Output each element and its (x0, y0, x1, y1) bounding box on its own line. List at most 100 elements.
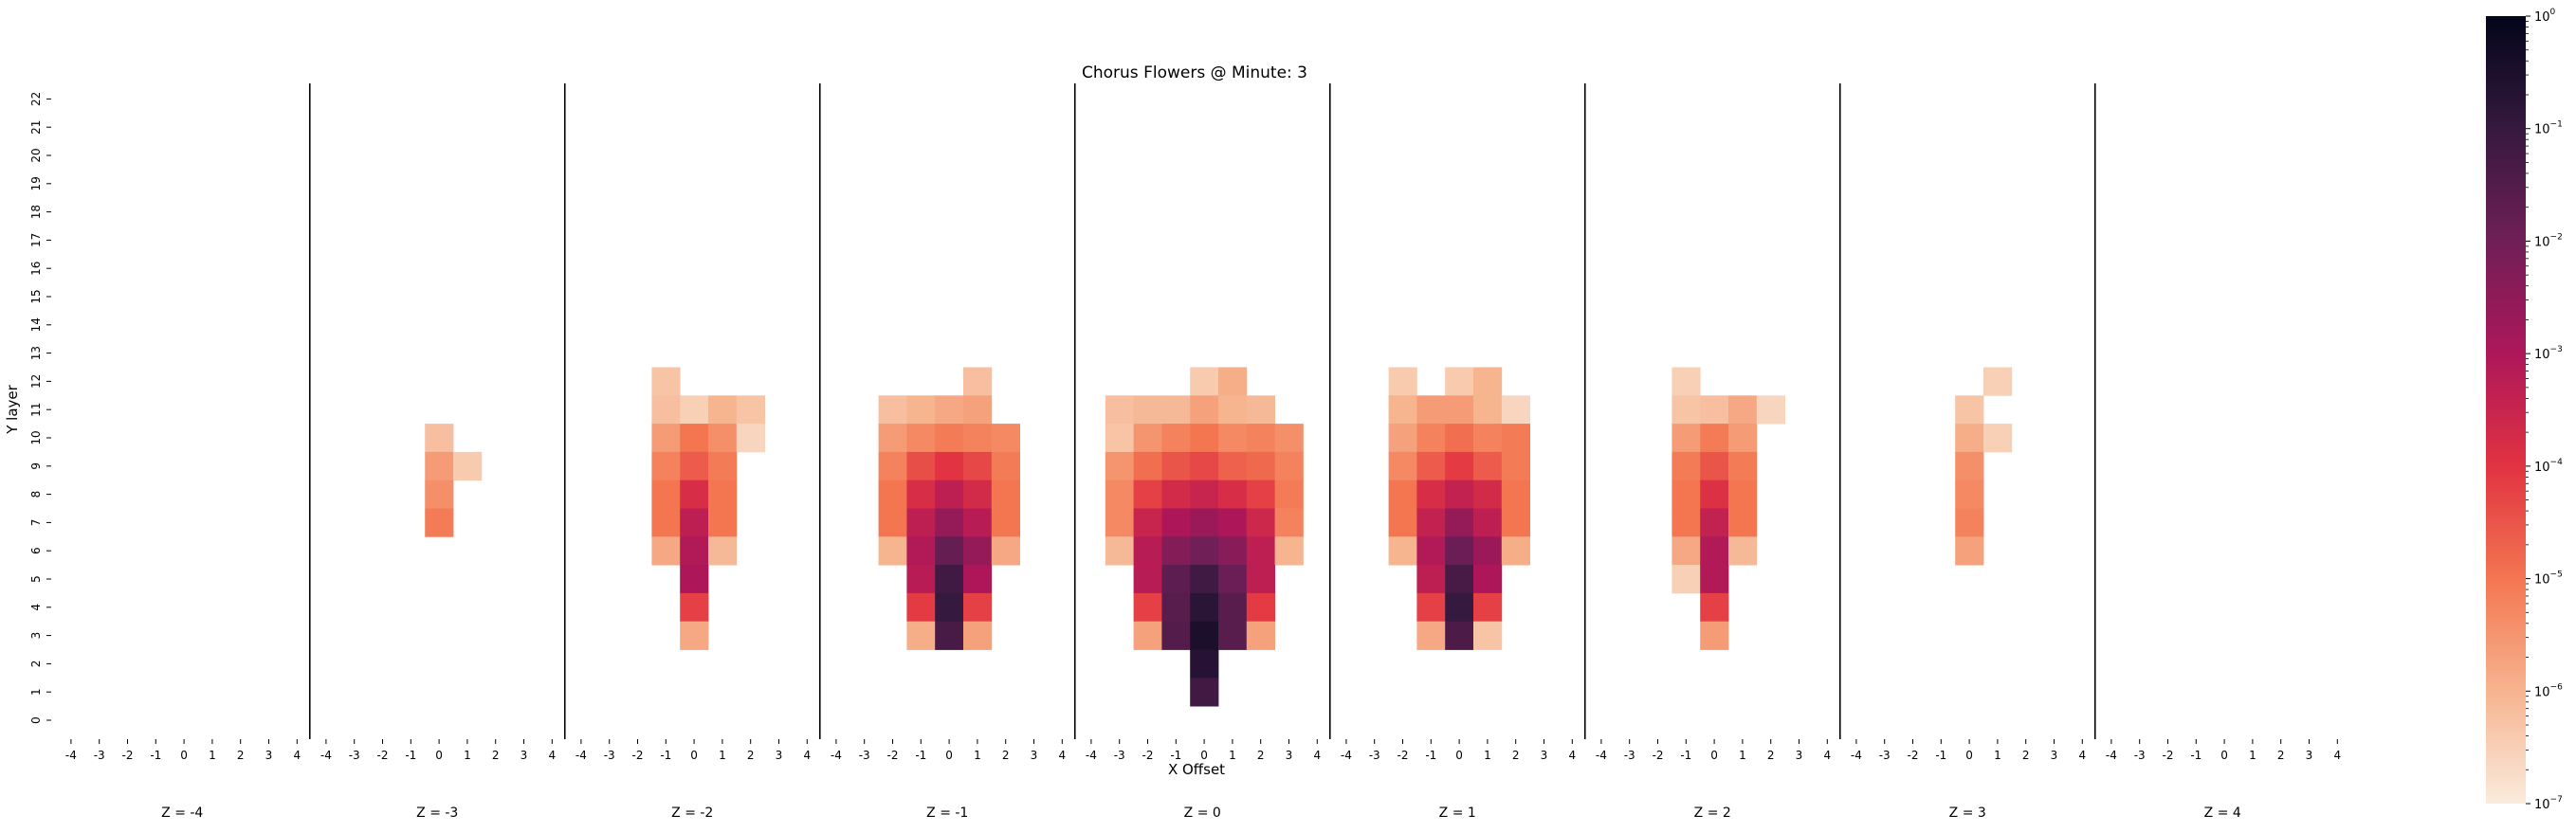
panel-z-1: -4 -3 -2 -1 0 1 2 3 4 Z = 1 (1341, 367, 1576, 821)
heatmap-cell (708, 508, 738, 537)
heatmap-cell (935, 424, 964, 453)
colorbar-tick-label: 10−3 (2534, 345, 2563, 362)
x-tick-label: 2 (1257, 749, 1265, 762)
heatmap-cell (1501, 424, 1530, 453)
heatmap-cell (1955, 451, 1984, 481)
heatmap-cell (1190, 678, 1219, 707)
panel-z--1: -4 -3 -2 -1 0 1 2 3 4 Z = -1 (831, 367, 1066, 821)
colorbar-tick-label: 100 (2534, 8, 2556, 25)
colorbar-tick-label: 10−1 (2534, 120, 2563, 137)
heatmap-cell (1246, 451, 1275, 481)
heatmap-cell (1672, 536, 1701, 566)
x-tick-label: -1 (2190, 749, 2201, 762)
x-tick-label: 1 (974, 749, 981, 762)
y-tick-label: 19 (29, 176, 43, 190)
heatmap-cell (1105, 480, 1134, 509)
heatmap-cell (1700, 565, 1729, 594)
panel-z--2: -4 -3 -2 -1 0 1 2 3 4 Z = -2 (575, 367, 811, 821)
heatmap-cell (1728, 451, 1758, 481)
heatmap-cell (1246, 621, 1275, 650)
heatmap-cell (1190, 395, 1219, 425)
heatmap-cell (906, 424, 936, 453)
x-tick-label: -3 (1624, 749, 1635, 762)
heatmap-cell (425, 480, 454, 509)
x-tick-label: -2 (2163, 749, 2174, 762)
x-tick-label: 4 (1313, 749, 1321, 762)
heatmap-cell (1983, 424, 2013, 453)
y-tick-label: 9 (29, 462, 43, 470)
heatmap-cell (963, 508, 993, 537)
heatmap-cell (1416, 621, 1446, 650)
x-tick-label: -3 (94, 749, 105, 762)
heatmap-cell (651, 508, 681, 537)
x-tick-label: 4 (803, 749, 811, 762)
heatmap-cell (1672, 508, 1701, 537)
y-tick-label: 20 (29, 148, 43, 162)
heatmap-cell (906, 536, 936, 566)
x-tick-label: -1 (915, 749, 926, 762)
heatmap-cell (1728, 508, 1758, 537)
heatmap-cell (1388, 451, 1417, 481)
x-tick-label: -4 (1341, 749, 1352, 762)
heatmap-cell (963, 565, 993, 594)
heatmap-cell (1161, 592, 1191, 623)
heatmap-cell (1473, 367, 1503, 396)
x-tick-label: 3 (265, 749, 273, 762)
heatmap-cell (1388, 508, 1417, 537)
panel-z--4: -4 -3 -2 -1 0 1 2 3 4 Z = -4 (65, 739, 301, 821)
heatmap-cell (1105, 424, 1134, 453)
heatmap-cell (1416, 424, 1446, 453)
x-tick-label: 3 (1031, 749, 1038, 762)
heatmap-cell (1473, 621, 1503, 650)
heatmap-cell (935, 395, 964, 425)
colorbar-tick-label: 10−6 (2534, 682, 2563, 699)
heatmap-cell (1672, 480, 1701, 509)
panel-z--3: -4 -3 -2 -1 0 1 2 3 4 Z = -3 (320, 424, 556, 821)
heatmap-cell (1218, 592, 1248, 623)
heatmap-cell (1246, 395, 1275, 425)
x-tick-label: -3 (349, 749, 360, 762)
x-tick-label: -1 (1680, 749, 1691, 762)
heatmap-cell (1161, 395, 1191, 425)
x-tick-label: 4 (293, 749, 301, 762)
x-tick-label: 3 (2306, 749, 2313, 762)
x-tick-label: 3 (1796, 749, 1803, 762)
x-tick-label: 2 (747, 749, 755, 762)
heatmap-cell (1728, 395, 1758, 425)
panel-z-3: -4 -3 -2 -1 0 1 2 3 4 Z = 3 (1851, 367, 2086, 821)
y-axis-label: Y layer (4, 384, 21, 434)
x-tick-label: -4 (575, 749, 587, 762)
x-tick-label: 2 (2277, 749, 2285, 762)
heatmap-cell (1190, 621, 1219, 650)
x-tick-label: -3 (1114, 749, 1125, 762)
heatmap-cell (1955, 480, 1984, 509)
colorbar-tick-label: 10−7 (2534, 795, 2563, 812)
heatmap-cell (1161, 480, 1191, 509)
x-tick-label: 1 (1484, 749, 1491, 762)
heatmap-cell (651, 395, 681, 425)
heatmap-cell (1955, 536, 1984, 566)
heatmap-cell (1445, 424, 1474, 453)
heatmap-cell (935, 480, 964, 509)
heatmap-cell (1473, 536, 1503, 566)
heatmap-cell (1672, 367, 1701, 396)
heatmap-cell (1274, 480, 1304, 509)
x-tick-label: -1 (660, 749, 671, 762)
x-tick-label: 4 (1058, 749, 1066, 762)
x-tick-label: 2 (2022, 749, 2030, 762)
heatmap-cell (1416, 508, 1446, 537)
panel-label: Z = -3 (416, 806, 458, 821)
heatmap-cell (1218, 424, 1248, 453)
y-tick-label: 11 (29, 403, 43, 417)
panel-z-0: -4 -3 -2 -1 0 1 2 3 4 Z = 0 (1086, 367, 1321, 821)
y-tick-label: 1 (29, 688, 43, 696)
heatmap-cell (935, 592, 964, 623)
heatmap-cell (1274, 451, 1304, 481)
x-tick-label: -1 (1170, 749, 1181, 762)
heatmap-cell (1388, 395, 1417, 425)
heatmap-cell (1983, 367, 2013, 396)
heatmap-cell (680, 508, 709, 537)
x-tick-label: 4 (1568, 749, 1576, 762)
heatmap-cell (906, 480, 936, 509)
